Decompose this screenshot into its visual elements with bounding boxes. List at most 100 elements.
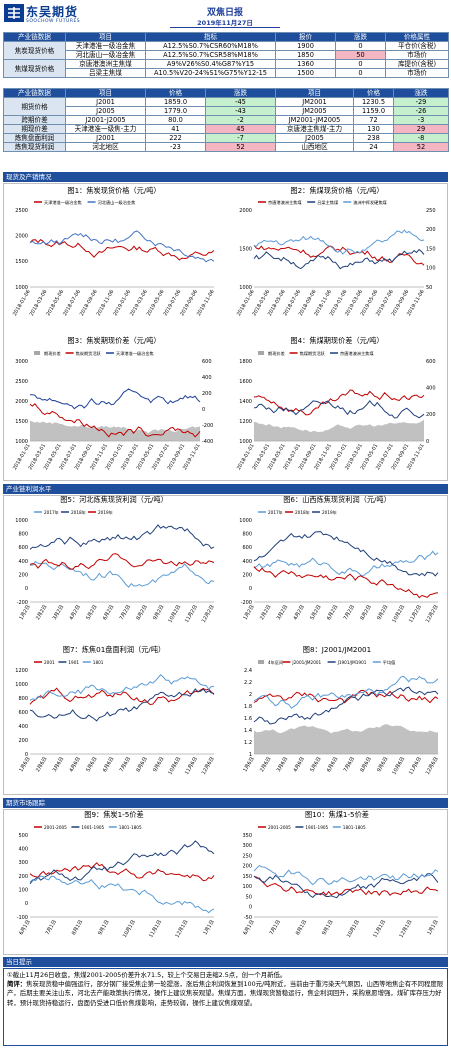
series-line bbox=[253, 248, 425, 270]
y-tick-label: 0 bbox=[25, 752, 28, 758]
y-tick-label: 1000 bbox=[239, 518, 252, 524]
series-line bbox=[253, 389, 425, 416]
legend-label: 1901 bbox=[68, 660, 79, 665]
x-tick-label: 8月2日 bbox=[135, 604, 148, 621]
y-tick-label: 100 bbox=[242, 884, 252, 890]
chart-title: 图7：炼焦01盘面利润（元/吨） bbox=[62, 645, 166, 654]
series-area bbox=[254, 724, 438, 754]
x-tick-label: 1月1日 bbox=[426, 919, 439, 936]
x-tick-label: 9月2日 bbox=[152, 604, 165, 621]
x-tick-label: 11月6日 bbox=[184, 756, 199, 776]
chart-title: 图2：焦煤现货价格（元/吨） bbox=[290, 186, 384, 195]
y-tick-label: 1600 bbox=[239, 379, 252, 385]
y-tick-label: 400 bbox=[242, 559, 252, 565]
series-area bbox=[254, 419, 424, 441]
chart-title: 图1：焦炭现货价格（元/吨） bbox=[67, 186, 161, 195]
table-row: 炼焦现货利润 河北地区 -23 52 山西地区 24 52 bbox=[3, 142, 449, 152]
y2-tick-label: 100 bbox=[426, 266, 436, 272]
y-tick-label: 1200 bbox=[239, 419, 252, 425]
x-tick-label: 8月6日 bbox=[359, 756, 372, 773]
section-header: 现货及产销情况 bbox=[3, 172, 448, 182]
series-line bbox=[253, 873, 439, 899]
y2-tick-label: 200 bbox=[426, 227, 436, 233]
x-tick-label: 9月1日 bbox=[97, 919, 110, 936]
legend-label: 京唐港澳洲主焦煤 bbox=[268, 199, 302, 206]
legend-label: 平均值 bbox=[383, 659, 396, 666]
legend-label: 期现价差 bbox=[268, 350, 285, 357]
y-tick-label: 200 bbox=[18, 572, 28, 578]
legend-label: 1801-1805 bbox=[343, 825, 366, 830]
y-tick-label: 0 bbox=[25, 586, 28, 592]
y-tick-label: 1000 bbox=[15, 285, 28, 291]
x-tick-label: 9月6日 bbox=[376, 756, 389, 773]
x-tick-label: 2月6日 bbox=[259, 756, 272, 773]
x-tick-label: 2月6日 bbox=[35, 756, 48, 773]
x-tick-label: 10月6日 bbox=[167, 756, 182, 776]
legend-label: 2017年 bbox=[268, 509, 283, 516]
x-tick-label: 11月6日 bbox=[408, 756, 423, 776]
legend-label: J2001/JM2001 bbox=[291, 660, 321, 665]
section-header: 期货市场跟踪 bbox=[3, 798, 448, 808]
section-panel bbox=[3, 495, 448, 795]
legend-label: 焦炭期货活跃 bbox=[76, 350, 102, 357]
legend-label: 4年区间 bbox=[268, 659, 283, 666]
series-line bbox=[29, 687, 215, 706]
y-tick-label: 600 bbox=[242, 545, 252, 551]
series-line bbox=[29, 239, 215, 261]
x-tick-label: 6月6日 bbox=[326, 756, 339, 773]
legend-label: 2019年 bbox=[98, 509, 113, 516]
tip-label: 简评： bbox=[7, 980, 27, 989]
y-tick-label: 1500 bbox=[239, 246, 252, 252]
y-tick-label: -100 bbox=[17, 915, 28, 921]
series-line bbox=[30, 388, 201, 410]
x-tick-label: 10月1日 bbox=[346, 919, 361, 939]
x-tick-label: 6月1日 bbox=[242, 919, 255, 936]
y-tick-label: 200 bbox=[242, 864, 252, 870]
x-tick-label: 10月2日 bbox=[391, 604, 406, 624]
x-tick-label: 5月2日 bbox=[309, 604, 322, 621]
x-tick-label: 1月6日 bbox=[18, 756, 31, 773]
x-tick-label: 12月2日 bbox=[425, 604, 440, 624]
legend-label: 2001-2005 bbox=[268, 825, 291, 830]
y2-tick-label: 400 bbox=[202, 375, 212, 381]
y-tick-label: 150 bbox=[242, 874, 252, 880]
y-tick-label: 1000 bbox=[239, 439, 252, 445]
y-tick-label: 600 bbox=[18, 710, 28, 716]
x-tick-label: 7月6日 bbox=[119, 756, 132, 773]
x-tick-label: 10月1日 bbox=[122, 919, 137, 939]
y2-tick-label: 0 bbox=[202, 407, 205, 413]
y-tick-label: 400 bbox=[18, 846, 28, 852]
x-tick-label: 3月6日 bbox=[276, 756, 289, 773]
series-line bbox=[29, 524, 215, 550]
y2-tick-label: -200 bbox=[202, 423, 213, 429]
x-tick-label: 2月2日 bbox=[35, 604, 48, 621]
y-tick-label: 100 bbox=[18, 887, 28, 893]
x-tick-label: 8月1日 bbox=[71, 919, 84, 936]
x-tick-label: 5月6日 bbox=[85, 756, 98, 773]
y-tick-label: 2000 bbox=[239, 208, 252, 214]
x-tick-label: 6月2日 bbox=[326, 604, 339, 621]
x-tick-label: 4月6日 bbox=[69, 756, 82, 773]
company-logo-icon bbox=[4, 4, 24, 22]
x-tick-label: 6月6日 bbox=[102, 756, 115, 773]
y-tick-label: 300 bbox=[18, 860, 28, 866]
table-row: 河北唐山一级冶金焦 A12.5%S0.7%CSR58%M18% 1850 50 市场价 bbox=[4, 50, 449, 60]
x-tick-label: 7月2日 bbox=[119, 604, 132, 621]
y-tick-label: 1000 bbox=[239, 285, 252, 291]
x-tick-label: 6月2日 bbox=[102, 604, 115, 621]
legend-label: 2018年 bbox=[295, 509, 310, 516]
y-tick-label: 500 bbox=[18, 833, 28, 839]
group-label: 焦煤现货价格 bbox=[3, 59, 66, 78]
table-header-row: 产业链数据 项目 指标 报价 涨跌 价格属性 bbox=[3, 32, 449, 42]
series-line bbox=[253, 864, 439, 886]
x-tick-label: 1月2日 bbox=[242, 604, 255, 621]
y-tick-label: 0 bbox=[25, 901, 28, 907]
y-tick-label: 1000 bbox=[15, 439, 28, 445]
table-row: 期现价差 天津港准一级焦-主力 41 45 京唐港主焦煤-主力 130 29 bbox=[3, 124, 449, 134]
x-tick-label: 11月1日 bbox=[148, 919, 163, 939]
report-header: 东吴期货 SOOCHOW FUTURES 双焦日报 2019年11月27日 bbox=[0, 0, 451, 32]
x-tick-label: 2019-11-06 bbox=[196, 289, 216, 317]
x-tick-label: 3月6日 bbox=[52, 756, 65, 773]
series-line bbox=[253, 399, 425, 419]
section-header: 产业链利润水平 bbox=[3, 484, 448, 494]
